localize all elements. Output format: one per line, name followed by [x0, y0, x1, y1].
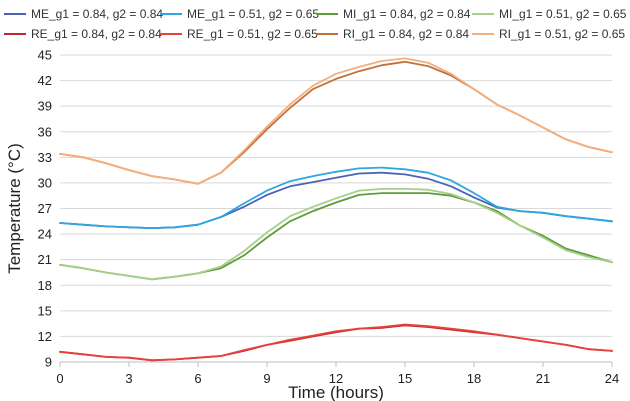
x-tick-label: 6	[194, 371, 201, 386]
y-tick-label: 24	[38, 227, 52, 242]
y-tick-label: 45	[38, 48, 52, 63]
y-tick-label: 27	[38, 201, 52, 216]
series-group	[59, 57, 613, 362]
y-tick-label: 39	[38, 99, 52, 114]
x-tick-label: 15	[398, 371, 412, 386]
y-tick-label: 21	[38, 252, 52, 267]
series-line-3	[59, 187, 613, 281]
legend-label: RI_g1 = 0.84, g2 = 0.84	[343, 27, 469, 41]
y-tick-label: 18	[38, 278, 52, 293]
series-line-1	[59, 166, 613, 230]
y-tick-label: 33	[38, 150, 52, 165]
y-tick-label: 15	[38, 303, 52, 318]
x-tick-label: 12	[329, 371, 343, 386]
legend: ME_g1 = 0.84, g2 = 0.84 ME_g1 = 0.51, g2 …	[4, 7, 627, 41]
x-tick-label: 9	[263, 371, 270, 386]
legend-label: RI_g1 = 0.51, g2 = 0.65	[499, 27, 625, 41]
x-tick-label: 21	[536, 371, 550, 386]
x-tick-label: 18	[467, 371, 481, 386]
y-tick-label: 9	[45, 355, 52, 370]
legend-label: MI_g1 = 0.84, g2 = 0.84	[343, 7, 471, 21]
y-tick-label: 12	[38, 329, 52, 344]
y-tick-label: 42	[38, 73, 52, 88]
series-line-7	[59, 57, 613, 185]
legend-label: MI_g1 = 0.51, g2 = 0.65	[499, 7, 627, 21]
legend-label: ME_g1 = 0.84, g2 = 0.84	[31, 7, 163, 21]
legend-label: RE_g1 = 0.51, g2 = 0.65	[187, 27, 318, 41]
x-tick-label: 3	[125, 371, 132, 386]
legend-label: RE_g1 = 0.84, g2 = 0.84	[31, 27, 162, 41]
legend-label: ME_g1 = 0.51, g2 = 0.65	[187, 7, 319, 21]
y-tick-label: 30	[38, 175, 52, 190]
y-axis-title: Temperature (°C)	[5, 143, 24, 274]
x-tick-label: 24	[605, 371, 619, 386]
y-tick-label: 36	[38, 124, 52, 139]
series-line-5	[59, 323, 613, 362]
x-tick-label: 0	[56, 371, 63, 386]
x-axis-title: Time (hours)	[288, 383, 384, 401]
